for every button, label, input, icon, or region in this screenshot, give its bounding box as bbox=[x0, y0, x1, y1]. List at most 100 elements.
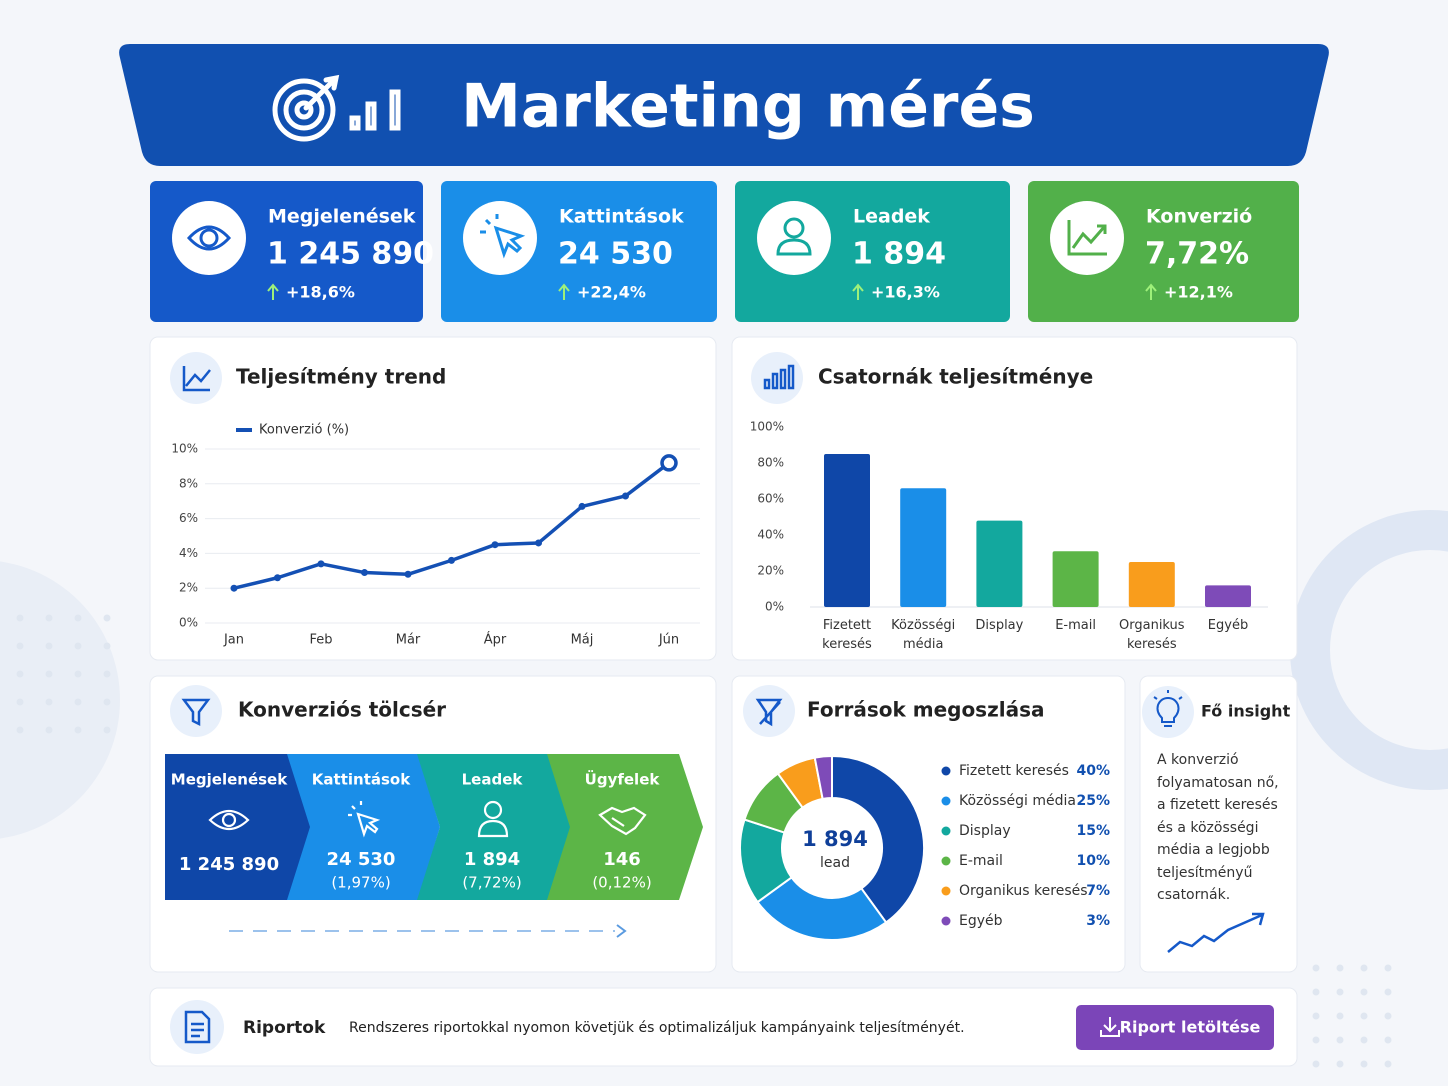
bar bbox=[1128, 562, 1175, 607]
line-point bbox=[230, 584, 238, 592]
bg-dot bbox=[45, 670, 53, 678]
bg-dot bbox=[16, 614, 24, 622]
legend-label: Display bbox=[959, 823, 1011, 839]
data-label: 7% bbox=[1086, 883, 1110, 899]
bg-dot bbox=[1384, 1036, 1392, 1044]
pie-slice bbox=[813, 754, 833, 801]
bg-dot bbox=[1360, 1012, 1368, 1020]
line-point bbox=[404, 570, 412, 578]
x-tick-label-box: Fizetett keresés bbox=[822, 618, 872, 652]
bg-dot bbox=[1360, 964, 1368, 972]
bar bbox=[1052, 551, 1099, 607]
bg-dot bbox=[45, 642, 53, 650]
y-tick-label: 40% bbox=[757, 528, 784, 542]
center-value: 1 894 bbox=[802, 827, 868, 851]
section-icons bbox=[170, 352, 1194, 1054]
y-tick-label: 80% bbox=[757, 456, 784, 470]
legend-label: Konverzió (%) bbox=[259, 423, 349, 438]
line-point bbox=[317, 560, 325, 568]
bg-dot bbox=[16, 642, 24, 650]
x-tick-label: Már bbox=[396, 633, 421, 648]
x-tick-label: E-mail bbox=[1055, 618, 1096, 633]
legend-dot bbox=[941, 916, 951, 926]
line-point bbox=[535, 539, 542, 547]
bg-dot bbox=[16, 726, 24, 734]
kpi-icon bbox=[186, 225, 232, 251]
panels bbox=[149, 336, 1298, 1067]
x-tick-label-box: Display bbox=[975, 618, 1024, 633]
y-tick-label: 2% bbox=[179, 581, 198, 595]
funnel-label: Ügyfelek bbox=[585, 770, 661, 789]
funnel-value: 1 245 890 bbox=[179, 854, 279, 875]
y-tick-label: 4% bbox=[179, 546, 198, 560]
kpi-label: Megjelenések bbox=[268, 206, 416, 228]
funnel-share: (7,72%) bbox=[462, 874, 521, 892]
legend-label: E-mail bbox=[959, 853, 1003, 869]
bg-dot bbox=[1384, 1012, 1392, 1020]
data-label: 40% bbox=[1076, 763, 1110, 779]
bg-ring bbox=[1290, 510, 1448, 790]
x-tick-label: Fizetett keresés bbox=[822, 618, 872, 652]
download-button[interactable] bbox=[1076, 1005, 1274, 1050]
x-tick-label: Máj bbox=[571, 633, 594, 648]
kpi-icon bbox=[776, 217, 812, 256]
kpi-change: +16,3% bbox=[871, 283, 940, 302]
line-point bbox=[622, 492, 629, 500]
bg-dot bbox=[16, 698, 24, 706]
pie-slice bbox=[756, 875, 888, 941]
kpi-icon-bg bbox=[172, 201, 246, 275]
kpi-value: 1 894 bbox=[852, 237, 946, 272]
panel-title: Teljesítmény trend bbox=[236, 365, 446, 389]
bg-dot bbox=[74, 642, 82, 650]
bg-dot bbox=[1360, 1060, 1368, 1068]
bg-dot bbox=[1336, 988, 1344, 996]
bg-dot bbox=[1336, 964, 1344, 972]
kpi-arrow bbox=[267, 283, 279, 300]
bg-dot bbox=[45, 614, 53, 622]
x-tick-label: Organikus keresés bbox=[1119, 618, 1185, 652]
kpi-change: +18,6% bbox=[286, 283, 355, 302]
bg-dot bbox=[1360, 988, 1368, 996]
legend-dot bbox=[941, 766, 951, 776]
bg-dot bbox=[1384, 1060, 1392, 1068]
line-point bbox=[361, 569, 368, 577]
x-tick-label-box: Organikus keresés bbox=[1119, 618, 1185, 652]
kpi-change: +12,1% bbox=[1164, 283, 1233, 302]
download-icon bbox=[1100, 1017, 1120, 1037]
line-point bbox=[274, 574, 281, 582]
bar bbox=[824, 454, 870, 607]
insight-text-box: A konverzió folyamatosan nő, a fizetett … bbox=[1157, 752, 1279, 903]
data-label: 3% bbox=[1086, 913, 1110, 929]
legend-dot bbox=[941, 826, 951, 836]
kpi-label: Leadek bbox=[853, 206, 930, 228]
x-tick-label: Feb bbox=[309, 633, 332, 648]
bg-dot bbox=[1312, 988, 1320, 996]
kpi-label: Konverzió bbox=[1146, 206, 1252, 228]
insight-icon bbox=[1167, 912, 1265, 953]
legend-label: Közösségi média bbox=[959, 793, 1076, 809]
kpi-arrow bbox=[852, 283, 864, 300]
bg-dot bbox=[1336, 1060, 1344, 1068]
insight-text: A konverzió folyamatosan nő, a fizetett … bbox=[1157, 752, 1279, 903]
bg-dot bbox=[1360, 1036, 1368, 1044]
kpi-icon bbox=[480, 214, 526, 259]
reports-text: Rendszeres riportokkal nyomon követjük é… bbox=[349, 1020, 965, 1036]
banner-icon bbox=[272, 74, 401, 142]
funnel-value: 146 bbox=[603, 849, 641, 870]
line-point bbox=[578, 502, 586, 510]
bg-circle bbox=[0, 561, 120, 839]
bar bbox=[1205, 585, 1251, 607]
kpi-change: +22,4% bbox=[577, 283, 646, 302]
kpi-arrow bbox=[1145, 283, 1157, 300]
reports-title: Riportok bbox=[243, 1018, 326, 1038]
panel-title: Források megoszlása bbox=[807, 698, 1044, 722]
x-tick-label: Display bbox=[975, 618, 1024, 633]
bg-dot bbox=[1384, 964, 1392, 972]
bg-dot bbox=[1336, 1012, 1344, 1020]
bg-dot bbox=[74, 614, 82, 622]
x-tick-label: Ápr bbox=[484, 632, 507, 648]
insight-title: Fő insight bbox=[1201, 702, 1291, 721]
kpi-value: 1 245 890 bbox=[267, 237, 434, 272]
